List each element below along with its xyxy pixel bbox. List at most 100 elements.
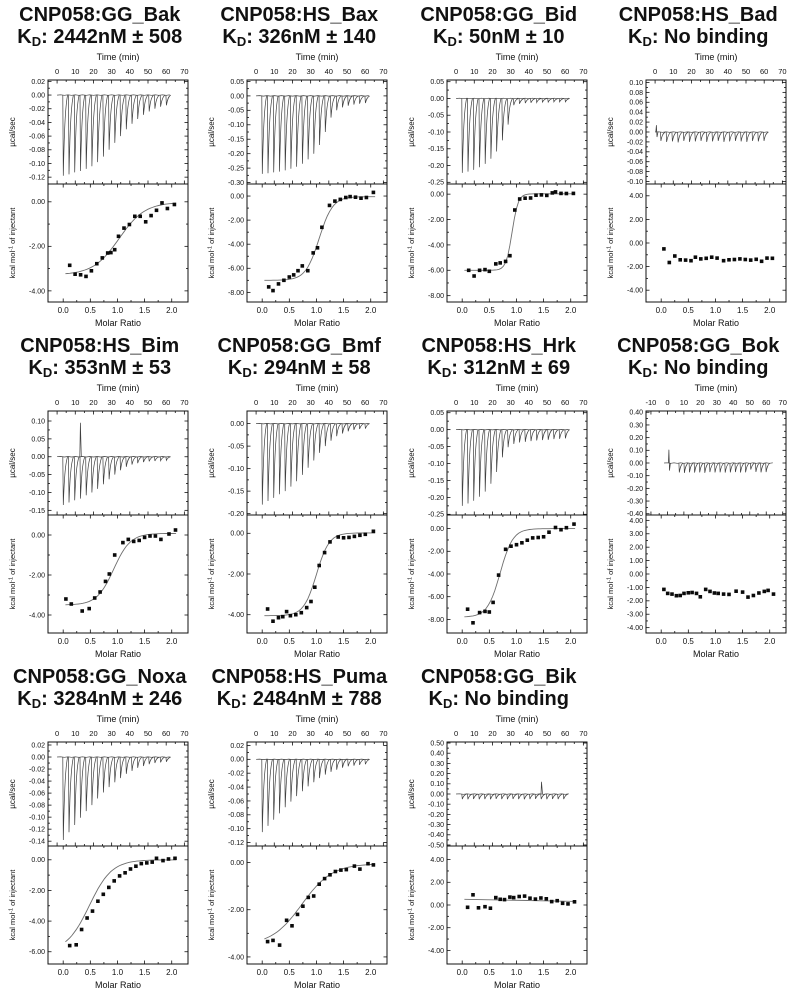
svg-text:0.00: 0.00 (430, 791, 444, 798)
itc-panel-gg-noxa: CNP058:GG_Noxa KD: 3284nM ± 246 Time (mi… (0, 662, 200, 993)
svg-text:0.10: 0.10 (630, 80, 644, 87)
svg-text:2.00: 2.00 (630, 545, 644, 552)
panel-title: CNP058:GG_Bmf (217, 335, 381, 357)
svg-text:-0.15: -0.15 (29, 508, 45, 515)
svg-text:1.5: 1.5 (338, 637, 350, 646)
kd-text: : 353nM ± 53 (52, 357, 172, 379)
svg-text:1.0: 1.0 (311, 306, 323, 315)
svg-text:10: 10 (470, 398, 478, 407)
svg-text:-0.20: -0.20 (627, 486, 643, 493)
svg-text:0.5: 0.5 (85, 968, 97, 977)
itc-plot: Time (min) 0 10 20 30 40 50 60 70 0.05 0.00 -0.05 -0… (407, 383, 588, 659)
kd-symbol: K (428, 688, 443, 710)
svg-text:kcal mol-1 of injectant: kcal mol-1 of injectant (407, 869, 416, 941)
svg-text:-0.14: -0.14 (29, 839, 45, 846)
svg-text:0: 0 (666, 398, 670, 407)
svg-text:Time (min): Time (min) (495, 383, 538, 393)
itc-plot: Time (min) 0 10 20 30 40 50 60 70 0.10 0.05 0.00 -0.… (8, 383, 189, 659)
svg-text:-4.00: -4.00 (29, 288, 45, 295)
svg-text:1.0: 1.0 (311, 637, 323, 646)
kd-symbol: K (628, 26, 643, 48)
svg-text:0.30: 0.30 (630, 422, 644, 429)
itc-plot: Time (min) 0 10 20 30 40 50 60 70 0.10 0.08 0.06 0.0… (606, 52, 787, 328)
svg-text:30: 30 (713, 398, 721, 407)
svg-text:60: 60 (162, 398, 170, 407)
svg-text:kcal mol-1 of injectant: kcal mol-1 of injectant (207, 207, 216, 279)
svg-text:-0.10: -0.10 (228, 466, 244, 473)
svg-text:0: 0 (454, 729, 458, 738)
svg-text:1.5: 1.5 (538, 306, 550, 315)
svg-text:0.00: 0.00 (31, 857, 45, 864)
kd-text: : 50nM ± 10 (456, 26, 565, 48)
svg-text:2.0: 2.0 (565, 306, 577, 315)
svg-text:40: 40 (125, 398, 133, 407)
svg-text:-8.00: -8.00 (428, 293, 444, 300)
svg-text:µcal/sec: µcal/sec (407, 779, 416, 809)
panel-kd-value: KD: 353nM ± 53 (28, 357, 171, 381)
svg-text:0.40: 0.40 (430, 751, 444, 758)
svg-text:20: 20 (289, 398, 297, 407)
svg-text:60: 60 (561, 729, 569, 738)
svg-text:0.00: 0.00 (630, 129, 644, 136)
svg-text:1.0: 1.0 (511, 968, 523, 977)
svg-text:-0.06: -0.06 (29, 134, 45, 141)
svg-text:0.00: 0.00 (231, 531, 245, 538)
svg-text:10: 10 (470, 729, 478, 738)
svg-text:-0.05: -0.05 (228, 108, 244, 115)
svg-text:0.10: 0.10 (31, 418, 45, 425)
svg-text:2.00: 2.00 (430, 880, 444, 887)
svg-text:-2.00: -2.00 (228, 571, 244, 578)
svg-text:0.0: 0.0 (656, 306, 668, 315)
svg-text:kcal mol-1 of injectant: kcal mol-1 of injectant (8, 869, 17, 941)
itc-panel-hs-puma: CNP058:HS_Puma KD: 2484nM ± 788 Time (mi… (200, 662, 400, 993)
svg-text:10: 10 (71, 67, 79, 76)
svg-text:-0.10: -0.10 (29, 490, 45, 497)
svg-text:0.04: 0.04 (630, 110, 644, 117)
svg-text:0.40: 0.40 (630, 410, 644, 417)
svg-text:0.02: 0.02 (31, 742, 45, 749)
svg-text:Time (min): Time (min) (96, 52, 139, 62)
svg-text:30: 30 (506, 729, 514, 738)
svg-text:kcal mol-1 of injectant: kcal mol-1 of injectant (8, 207, 17, 279)
svg-text:10: 10 (669, 67, 677, 76)
svg-text:-2.00: -2.00 (228, 907, 244, 914)
kd-subscript: D (441, 365, 452, 380)
svg-text:-0.10: -0.10 (428, 129, 444, 136)
svg-text:4.00: 4.00 (630, 518, 644, 525)
svg-text:40: 40 (125, 67, 133, 76)
svg-text:Molar Ratio: Molar Ratio (95, 649, 141, 659)
svg-text:0.00: 0.00 (31, 754, 45, 761)
svg-text:0.05: 0.05 (430, 79, 444, 86)
svg-text:0: 0 (55, 67, 59, 76)
svg-text:0.0: 0.0 (257, 637, 269, 646)
svg-text:-0.02: -0.02 (627, 139, 643, 146)
svg-text:0.00: 0.00 (430, 902, 444, 909)
svg-text:0.5: 0.5 (683, 306, 695, 315)
kd-symbol: K (227, 357, 243, 379)
svg-text:Time (min): Time (min) (296, 52, 339, 62)
kd-text: : 2442nM ± 508 (41, 26, 183, 48)
svg-text:-0.10: -0.10 (228, 826, 244, 833)
svg-text:-2.00: -2.00 (29, 888, 45, 895)
svg-text:Time (min): Time (min) (695, 383, 738, 393)
svg-text:-0.05: -0.05 (228, 444, 244, 451)
svg-text:-4.00: -4.00 (29, 612, 45, 619)
svg-text:0.00: 0.00 (31, 199, 45, 206)
svg-text:2.0: 2.0 (764, 637, 776, 646)
svg-text:kcal mol-1 of injectant: kcal mol-1 of injectant (8, 538, 17, 610)
svg-text:-0.04: -0.04 (29, 120, 45, 127)
svg-text:-0.30: -0.30 (627, 498, 643, 505)
svg-text:-8.00: -8.00 (228, 290, 244, 297)
svg-text:0.5: 0.5 (284, 637, 296, 646)
svg-text:10: 10 (270, 67, 278, 76)
svg-text:50: 50 (343, 398, 351, 407)
svg-text:-2.00: -2.00 (627, 264, 643, 271)
svg-text:-0.08: -0.08 (627, 169, 643, 176)
svg-text:1.5: 1.5 (737, 637, 749, 646)
itc-panel-gg-bak: CNP058:GG_Bak KD: 2442nM ± 508 Time (min… (0, 0, 200, 331)
itc-plot: Time (min) 0 10 20 30 40 50 60 70 0.02 0.00 -0.02 -0… (8, 52, 189, 328)
kd-text: : No binding (651, 26, 769, 48)
svg-text:-2.00: -2.00 (29, 244, 45, 251)
svg-text:20: 20 (488, 398, 496, 407)
svg-text:70: 70 (778, 67, 786, 76)
